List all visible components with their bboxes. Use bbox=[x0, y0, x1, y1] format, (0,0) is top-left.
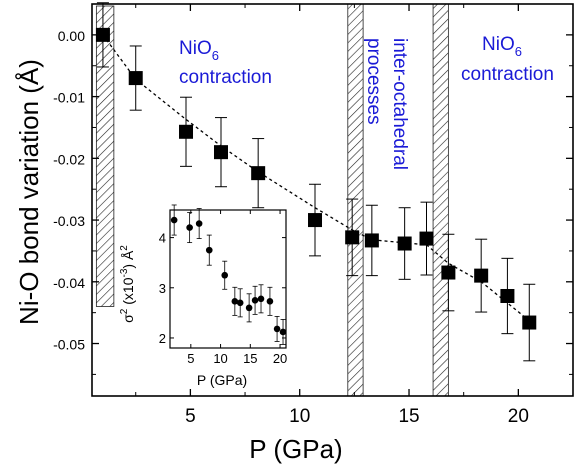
inset-y-tick-label: 4 bbox=[159, 231, 166, 246]
plot-frame bbox=[91, 3, 574, 397]
inset-data-point bbox=[245, 304, 253, 312]
inset-y-sup2: -3 bbox=[119, 268, 130, 277]
y-tick-label: -0.05 bbox=[53, 337, 85, 353]
inset-y-sigma: σ bbox=[120, 314, 136, 323]
hatched-region bbox=[347, 3, 364, 397]
x-tick-label: 15 bbox=[398, 406, 419, 427]
data-point bbox=[441, 265, 456, 280]
inset-x-tick-label: 15 bbox=[243, 351, 257, 366]
inset-data-point bbox=[279, 328, 287, 336]
y-tick-label: -0.04 bbox=[53, 275, 85, 291]
hatched-region bbox=[95, 5, 115, 307]
annotation-processes: processes bbox=[363, 38, 384, 125]
data-point bbox=[308, 213, 323, 228]
inset-x-tick-label: 10 bbox=[213, 351, 227, 366]
inset-x-tick-label: 20 bbox=[273, 351, 287, 366]
inset-frame bbox=[169, 209, 287, 349]
inset-y-mid: (x10 bbox=[120, 277, 136, 308]
inset-data-point bbox=[266, 298, 274, 305]
data-point bbox=[474, 268, 489, 283]
data-point bbox=[345, 230, 360, 245]
main-axis-ticks: 5 10 15 20 0.00 -0.01 -0.02 -0.03 -0.04 -0.05 bbox=[53, 4, 573, 427]
inset-background bbox=[158, 210, 286, 348]
annotation-contraction-left: contraction bbox=[179, 67, 272, 88]
y-tick-label: -0.03 bbox=[53, 213, 85, 229]
x-tick-label: 20 bbox=[508, 406, 529, 427]
inset-data-point bbox=[221, 271, 229, 279]
annotation-nio6-right-main: NiO bbox=[482, 34, 515, 55]
inset-data-point bbox=[236, 299, 244, 307]
inset-axis-ticks: 5 10 15 20 2 3 4 bbox=[159, 210, 287, 366]
y-tick-label: 0.00 bbox=[58, 28, 85, 44]
x-tick-label: 5 bbox=[185, 406, 196, 427]
hatched-regions bbox=[95, 3, 449, 397]
y-tick-label: -0.01 bbox=[53, 90, 85, 106]
inset-y-sup: 2 bbox=[119, 308, 130, 314]
data-point bbox=[251, 166, 266, 181]
inset-y-tick-label: 3 bbox=[159, 281, 166, 296]
data-point bbox=[500, 288, 515, 303]
data-point bbox=[95, 27, 110, 42]
data-point bbox=[179, 124, 194, 139]
data-point bbox=[128, 71, 143, 86]
data-point bbox=[419, 231, 434, 246]
annotation-nio6-left-main: NiO bbox=[179, 38, 212, 59]
trend-line bbox=[102, 34, 530, 322]
main-series bbox=[95, 2, 537, 362]
inset-data-point bbox=[205, 246, 213, 254]
inset-data-point bbox=[257, 295, 265, 303]
data-point bbox=[397, 236, 412, 251]
x-axis-title: P (GPa) bbox=[249, 434, 342, 464]
data-point bbox=[522, 315, 537, 330]
inset-data-point bbox=[170, 216, 178, 224]
annotation-nio6-left: NiO6 bbox=[179, 38, 219, 63]
inset-data-point bbox=[231, 298, 239, 305]
y-axis-title: Ni-O bond variation (Å) bbox=[14, 59, 44, 325]
inset-y-axis-title: σ2 (x10-3) Å2 bbox=[119, 245, 136, 323]
annotation-nio6-left-sub: 6 bbox=[212, 48, 219, 63]
x-tick-label: 10 bbox=[289, 406, 310, 427]
annotation-inter-octahedral: inter-octahedral bbox=[389, 38, 410, 170]
inset-y-end: ) Å bbox=[120, 250, 136, 269]
annotation-contraction-right: contraction bbox=[461, 64, 554, 85]
inset-x-tick-label: 5 bbox=[187, 351, 194, 366]
data-point bbox=[213, 145, 228, 160]
hatched-region bbox=[432, 3, 449, 397]
inset-data-point bbox=[273, 325, 281, 333]
main-plot: 5 10 15 20 0.00 -0.01 -0.02 -0.03 -0.04 -0.05 NiO… bbox=[14, 2, 574, 464]
inset-y-tick-label: 2 bbox=[159, 331, 166, 346]
inset-data-point bbox=[251, 297, 259, 304]
inset-data-point bbox=[195, 220, 203, 227]
data-point bbox=[364, 233, 379, 248]
inset-x-axis-title: P (GPa) bbox=[197, 372, 247, 388]
inset-y-sup3: 2 bbox=[119, 245, 130, 251]
inset-data-point bbox=[186, 224, 193, 231]
annotation-nio6-right-sub: 6 bbox=[515, 44, 522, 59]
y-tick-label: -0.02 bbox=[53, 151, 85, 167]
annotation-nio6-right: NiO6 bbox=[482, 34, 522, 59]
